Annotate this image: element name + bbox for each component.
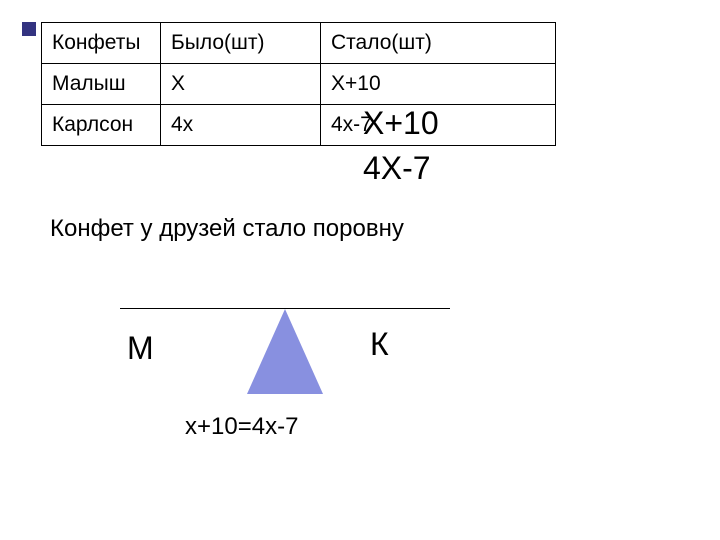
overlay-text-1: Х+10 <box>363 105 439 142</box>
data-table: Конфеты Было(шт) Стало(шт) Малыш Х Х+10 … <box>41 22 556 146</box>
table-cell: Карлсон <box>42 105 161 146</box>
balance-equation: х+10=4х-7 <box>185 413 298 441</box>
table-cell: Малыш <box>42 64 161 105</box>
table-header-cell: Было(шт) <box>161 23 321 64</box>
table-cell: Х+10 <box>321 64 556 105</box>
table-header-cell: Стало(шт) <box>321 23 556 64</box>
balance-right-label: К <box>370 326 389 363</box>
bullet-marker <box>22 22 36 36</box>
table-header-cell: Конфеты <box>42 23 161 64</box>
table-cell: 4х <box>161 105 321 146</box>
caption-text: Конфет у друзей стало поровну <box>50 215 404 243</box>
table-row: Карлсон 4х 4х-7 <box>42 105 556 146</box>
balance-left-label: М <box>127 330 154 367</box>
balance-fulcrum <box>247 309 323 394</box>
overlay-text-2: 4Х-7 <box>363 150 431 187</box>
table-cell: Х <box>161 64 321 105</box>
table-header-row: Конфеты Было(шт) Стало(шт) <box>42 23 556 64</box>
table-row: Малыш Х Х+10 <box>42 64 556 105</box>
